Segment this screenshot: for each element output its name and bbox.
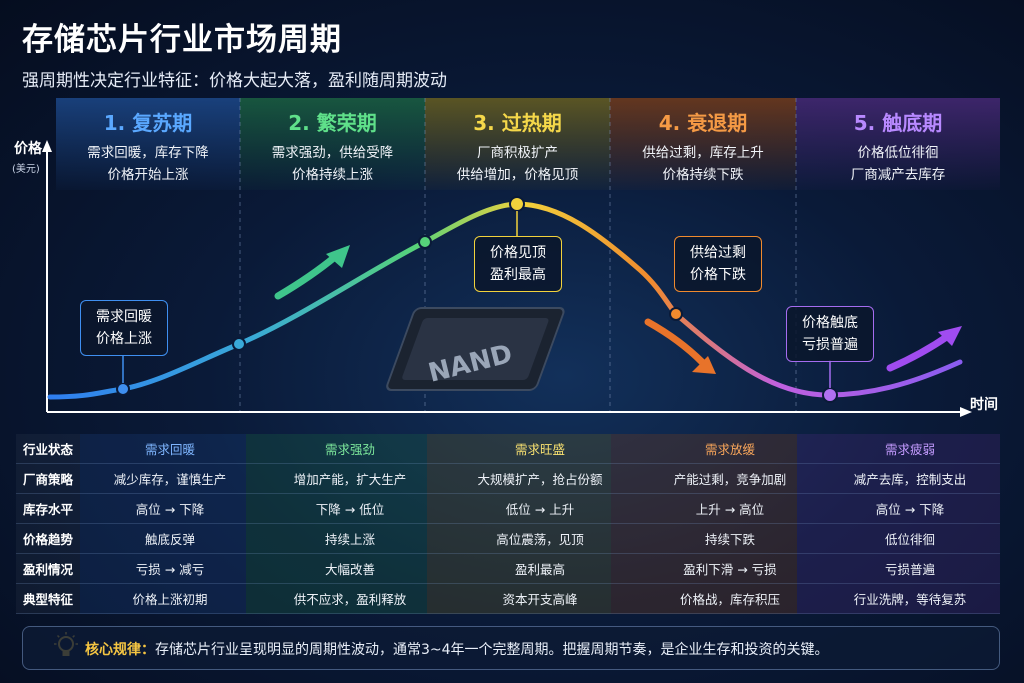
nand-chip-illustration bbox=[386, 307, 565, 391]
table-cell: 盈利最高 bbox=[440, 553, 640, 584]
phase-desc-line1: 价格低位徘徊 bbox=[857, 145, 939, 161]
point-peak bbox=[509, 196, 525, 212]
phase-title: 3. 过热期 bbox=[473, 111, 562, 135]
table-cell: 大幅改善 bbox=[260, 553, 440, 584]
key-insight-text: 存储芯片行业呈现明显的周期性波动，通常3~4年一个完整周期。把握周期节奏，是企业… bbox=[155, 642, 829, 658]
phase-header-boom: 2. 繁荣期 需求强劲，供给受降 价格持续上涨 bbox=[240, 98, 425, 188]
table-cell: 需求强劲 bbox=[260, 434, 440, 464]
page-subtitle: 强周期性决定行业特征：价格大起大落，盈利随周期波动 bbox=[22, 71, 447, 91]
row-header: 价格趋势 bbox=[16, 523, 80, 554]
table-row: 典型特征 价格上涨初期 供不应求，盈利释放 资本开支高峰 价格战，库存积压 行业洗牌，等待… bbox=[16, 583, 1000, 614]
table-cell: 价格战，库存积压 bbox=[639, 583, 820, 614]
callout-line1: 价格触底 bbox=[802, 315, 858, 331]
key-insight-label: 核心规律： bbox=[85, 642, 155, 658]
table-cell: 低位徘徊 bbox=[819, 523, 1000, 554]
page-title: 存储芯片行业市场周期 bbox=[22, 22, 342, 58]
table-cell: 持续上涨 bbox=[260, 523, 440, 554]
callout-line1: 价格见顶 bbox=[490, 245, 546, 261]
table-cell: 下降 → 低位 bbox=[260, 493, 440, 524]
table-cell: 需求回暖 bbox=[80, 434, 260, 464]
table-cell: 需求旺盛 bbox=[440, 434, 640, 464]
callout-line2: 价格下跌 bbox=[690, 267, 746, 283]
y-axis-label: 价格 bbox=[14, 141, 42, 157]
table-cell: 高位 → 下降 bbox=[80, 493, 260, 524]
callout-bottom: 价格触底 亏损普遍 bbox=[786, 306, 874, 362]
table-cell: 行业洗牌，等待复苏 bbox=[819, 583, 1000, 614]
point-bottom bbox=[822, 387, 838, 403]
table-cell: 增加产能，扩大生产 bbox=[260, 463, 440, 494]
point-overheat-start bbox=[418, 235, 432, 249]
phase-desc-line2: 价格开始上涨 bbox=[107, 167, 189, 183]
phase-desc-line1: 供给过剩，库存上升 bbox=[642, 145, 764, 161]
table-cell: 供不应求，盈利释放 bbox=[260, 583, 440, 614]
table-cell: 亏损普遍 bbox=[819, 553, 1000, 584]
callout-line2: 价格上涨 bbox=[96, 331, 152, 347]
phase-desc-line1: 需求强劲，供给受降 bbox=[271, 145, 394, 161]
table-cell: 高位震荡，见顶 bbox=[440, 523, 640, 554]
table-cell: 低位 → 上升 bbox=[440, 493, 640, 524]
table-cell: 高位 → 下降 bbox=[819, 493, 1000, 524]
table-cell: 需求放缓 bbox=[639, 434, 820, 464]
phase-header-recovery: 1. 复苏期 需求回暖，库存下降 价格开始上涨 bbox=[56, 98, 240, 188]
phase-desc-line2: 价格持续下跌 bbox=[662, 167, 744, 183]
point-boom-start bbox=[232, 337, 246, 351]
phase-header-decline: 4. 衰退期 供给过剩，库存上升 价格持续下跌 bbox=[610, 98, 796, 188]
table-row: 库存水平 高位 → 下降 下降 → 低位 低位 → 上升 上升 → 高位 高位 → 下降 bbox=[16, 493, 1000, 524]
point-recovery bbox=[116, 382, 130, 396]
table-cell: 价格上涨初期 bbox=[80, 583, 260, 614]
table-cell: 盈利下滑 → 亏损 bbox=[639, 553, 820, 584]
key-insight-box: 核心规律：存储芯片行业呈现明显的周期性波动，通常3~4年一个完整周期。把握周期节… bbox=[22, 626, 1000, 670]
table-cell: 产能过剩，竞争加剧 bbox=[639, 463, 820, 494]
table-cell: 持续下跌 bbox=[639, 523, 820, 554]
recovery-arrow bbox=[886, 332, 952, 372]
table-row: 盈利情况 亏损 → 减亏 大幅改善 盈利最高 盈利下滑 → 亏损 亏损普遍 bbox=[16, 553, 1000, 584]
table-cell: 上升 → 高位 bbox=[639, 493, 820, 524]
callout-recovery: 需求回暖 价格上涨 bbox=[80, 300, 168, 356]
phase-desc-line1: 厂商积极扩产 bbox=[477, 145, 558, 161]
phase-title: 5. 触底期 bbox=[853, 111, 943, 135]
row-header: 典型特征 bbox=[16, 583, 80, 614]
table-cell: 减少库存，谨慎生产 bbox=[80, 463, 260, 494]
table-cell: 需求疲弱 bbox=[819, 434, 1000, 464]
table-cell: 触底反弹 bbox=[80, 523, 260, 554]
callout-peak: 价格见顶 盈利最高 bbox=[474, 236, 562, 292]
falling-arrow bbox=[644, 318, 706, 366]
table-row: 行业状态 需求回暖 需求强劲 需求旺盛 需求放缓 需求疲弱 bbox=[16, 434, 1000, 464]
phase-title: 4. 衰退期 bbox=[658, 111, 748, 135]
table-row: 价格趋势 触底反弹 持续上涨 高位震荡，见顶 持续下跌 低位徘徊 bbox=[16, 523, 1000, 554]
phase-header-bottom: 5. 触底期 价格低位徘徊 厂商减产去库存 bbox=[796, 98, 1000, 188]
callout-line1: 需求回暖 bbox=[96, 309, 152, 325]
callout-line2: 亏损普遍 bbox=[802, 337, 858, 353]
phase-desc-line2: 厂商减产去库存 bbox=[850, 167, 946, 183]
phase-header-overheat: 3. 过热期 厂商积极扩产 供给增加，价格见顶 bbox=[425, 98, 610, 188]
phase-desc-line2: 供给增加，价格见顶 bbox=[456, 167, 579, 183]
table-cell: 亏损 → 减亏 bbox=[80, 553, 260, 584]
table-cell: 减产去库，控制支出 bbox=[819, 463, 1000, 494]
callout-line2: 盈利最高 bbox=[490, 267, 546, 283]
row-header: 厂商策略 bbox=[16, 463, 80, 494]
row-header: 库存水平 bbox=[16, 493, 80, 524]
phase-title: 1. 复苏期 bbox=[103, 111, 193, 135]
row-header: 盈利情况 bbox=[16, 553, 80, 584]
phase-title: 2. 繁荣期 bbox=[288, 111, 377, 135]
phase-comparison-table: 行业状态 需求回暖 需求强劲 需求旺盛 需求放缓 需求疲弱 厂商策略 减少库存，谨慎生产 增加产… bbox=[16, 434, 1000, 614]
callout-decline: 供给过剩 价格下跌 bbox=[674, 236, 762, 292]
table-cell: 资本开支高峰 bbox=[440, 583, 640, 614]
table-row: 厂商策略 减少库存，谨慎生产 增加产能，扩大生产 大规模扩产，抢占份额 产能过剩，竞争加… bbox=[16, 463, 1000, 494]
point-decline bbox=[669, 307, 683, 321]
x-axis-label: 时间 bbox=[970, 397, 998, 413]
rising-arrow bbox=[274, 252, 340, 300]
callout-line1: 供给过剩 bbox=[690, 245, 746, 261]
phase-desc-line1: 需求回暖，库存下降 bbox=[87, 145, 209, 161]
phase-desc-line2: 价格持续上涨 bbox=[292, 167, 373, 183]
y-axis-unit: (美元) bbox=[12, 164, 40, 175]
row-header: 行业状态 bbox=[16, 434, 80, 464]
table-cell: 大规模扩产，抢占份额 bbox=[440, 463, 640, 494]
